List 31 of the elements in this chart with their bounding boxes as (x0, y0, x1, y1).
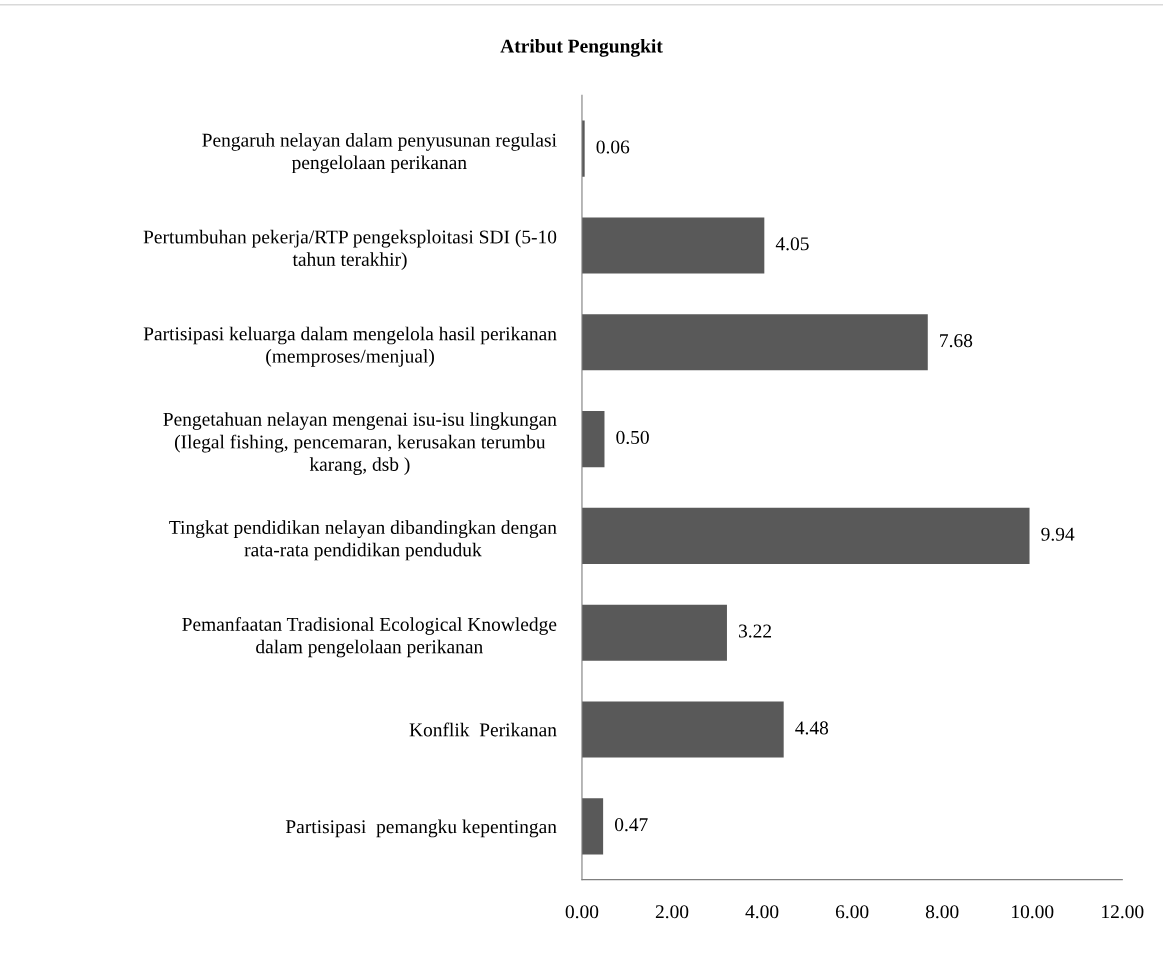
x-tick-label: 2.00 (655, 905, 689, 919)
bar (581, 217, 765, 274)
y-tick-label: Pertumbuhan pekerja/RTP pengeksploitasi SDI (5-10 tahun terakhir) (143, 229, 557, 270)
data-label: 3.22 (738, 624, 772, 638)
y-tick-label: Pemanfaatan Tradisional Ecological Knowledge dalam pengelolaan perikanan (182, 617, 557, 658)
bar (581, 314, 928, 371)
x-tick-label: 8.00 (925, 905, 959, 919)
data-label: 7.68 (940, 334, 973, 348)
y-tick-label: Partisipasi keluarga dalam mengelola hasil perikanan (memproses/menjual) (143, 326, 557, 367)
y-tick-label: Tingkat pendidikan nelayan dibandingkan dengan rata-rata pendidikan penduduk (169, 520, 557, 561)
bar (581, 701, 784, 758)
bar (581, 507, 1030, 564)
bar (581, 411, 605, 468)
chart-title: Atribut Pengungkit (500, 38, 663, 57)
data-label: 9.94 (1041, 527, 1075, 541)
x-tick-label: 12.00 (1102, 905, 1144, 919)
x-tick-label: 4.00 (745, 905, 779, 919)
data-label: 0.50 (616, 430, 649, 445)
y-tick-label: Konflik Perikanan (409, 722, 557, 737)
y-tick-label: Partisipasi pemangku kepentingan (285, 819, 557, 838)
data-label: 0.47 (614, 818, 648, 832)
data-label: 0.06 (596, 140, 630, 154)
x-tick-label: 6.00 (835, 905, 869, 919)
x-tick-label: 0.00 (565, 905, 599, 919)
data-label: 4.48 (795, 721, 829, 735)
data-label: 4.05 (775, 237, 809, 251)
y-tick-label: Pengaruh nelayan dalam penyusunan regulasi pengelolaan perikanan (202, 133, 557, 174)
bar (581, 604, 727, 661)
y-tick-label: Pengetahuan nelayan mengenai isu-isu lingkungan (Ilegal fishing, pencemaran, kerusakan terumbu karang, dsb ) (163, 412, 557, 475)
x-tick-label: 10.00 (1012, 905, 1054, 919)
bar (581, 798, 604, 855)
